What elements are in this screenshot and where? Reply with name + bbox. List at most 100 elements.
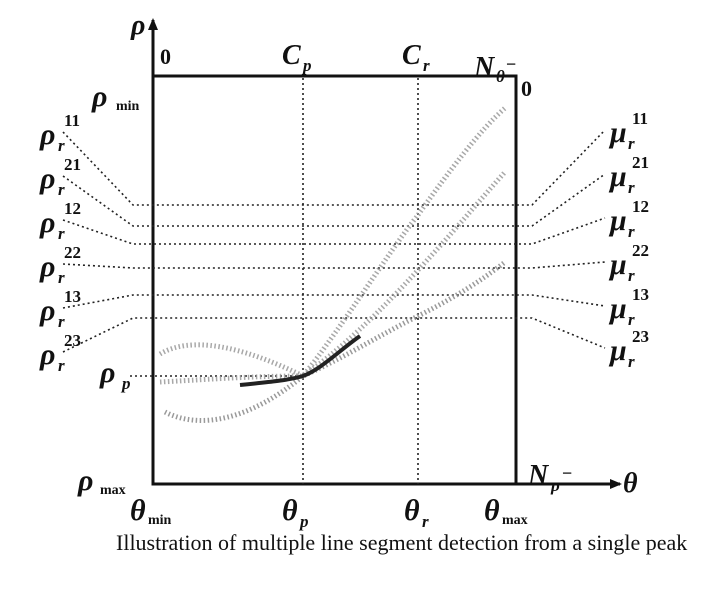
top-right-n-theta-label: N θ − <box>473 52 516 86</box>
theta-label-1-main: θ <box>130 494 146 527</box>
rho-r-label-1-main: ρ <box>39 118 55 151</box>
theta-label-3-main: θ <box>404 494 420 527</box>
accumulator-box <box>151 74 518 486</box>
rho-r-label-6: ρ 23 r <box>39 331 81 375</box>
mu-r-label-6-sub: r <box>628 352 635 371</box>
svg-text:N: N <box>527 460 550 491</box>
mu-r-label-3-sup: 12 <box>632 197 649 216</box>
guide-line-5 <box>62 294 606 309</box>
rho-r-label-4-sub: r <box>58 268 65 287</box>
rho-r-label-6-sup: 23 <box>64 331 81 350</box>
rho-min-label-sub: min <box>116 99 140 114</box>
sinusoid-curve-1 <box>158 106 507 380</box>
mu-r-label-5-sup: 13 <box>632 285 649 304</box>
rho-p-label-sub: p <box>120 374 131 393</box>
rho-min-label-main: ρ <box>91 80 107 113</box>
rho-r-label-3: ρ 12 r <box>39 199 81 243</box>
mu-r-label-5-main: μ <box>608 292 627 325</box>
theta-label-4-main: θ <box>484 494 500 527</box>
rho-mu-guides <box>62 129 606 353</box>
mu-r-label-1-sub: r <box>628 134 635 153</box>
rho-r-label-1: ρ 11 r <box>39 111 80 155</box>
rho-r-label-5: ρ 13 r <box>39 287 81 331</box>
svg-text:p: p <box>301 56 312 75</box>
sinusoid-core <box>239 334 362 387</box>
guide-line-2 <box>62 173 606 227</box>
mu-r-label-6-main: μ <box>608 334 627 367</box>
rho-r-label-2-main: ρ <box>39 162 55 195</box>
top-label-cr: C r <box>402 40 430 75</box>
rho-r-label-4-sup: 22 <box>64 243 81 262</box>
svg-text:r: r <box>423 56 430 75</box>
mu-r-label-6-sup: 23 <box>632 327 649 346</box>
guide-line-1 <box>62 129 606 206</box>
svg-text:C: C <box>402 40 421 71</box>
rho-r-label-1-sup: 11 <box>64 111 80 130</box>
theta-label-3-sub: r <box>422 512 429 531</box>
mu-r-label-1-main: μ <box>608 116 627 149</box>
mu-r-label-5: μ 13 r <box>608 285 649 329</box>
svg-text:N: N <box>473 52 496 83</box>
rho-r-label-6-sub: r <box>58 356 65 375</box>
mu-r-label-4-sub: r <box>628 266 635 285</box>
svg-text:−: − <box>562 463 572 483</box>
guide-line-3 <box>62 217 606 245</box>
theta-axis-label: θ <box>623 468 638 499</box>
mu-r-label-4-main: μ <box>608 248 627 281</box>
bottom-right-n-rho-label: N ρ − <box>527 460 572 495</box>
mu-r-label-6: μ 23 r <box>608 327 649 371</box>
rho-p-label-main: ρ <box>99 356 115 389</box>
mu-r-label-2: μ 21 r <box>608 153 649 197</box>
rho-max-label-sub: max <box>100 483 126 498</box>
sinusoid-curves <box>158 106 507 423</box>
mu-r-label-4-sup: 22 <box>632 241 649 260</box>
guide-line-4 <box>62 261 606 269</box>
rho-r-label-4-main: ρ <box>39 250 55 283</box>
rho-r-label-6-main: ρ <box>39 338 55 371</box>
sinusoid-curve-3 <box>163 260 507 423</box>
rho-r-label-3-sup: 12 <box>64 199 81 218</box>
mu-r-label-1: μ 11 r <box>608 109 648 153</box>
rho-r-label-2-sup: 21 <box>64 155 81 174</box>
rho-r-label-5-sub: r <box>58 312 65 331</box>
theta-label-1-sub: min <box>148 513 172 528</box>
rho-max-label: ρ max <box>77 464 126 498</box>
sinusoid-curve-2 <box>159 170 507 385</box>
rho-r-label-2-sub: r <box>58 180 65 199</box>
rho-r-label-5-sup: 13 <box>64 287 81 306</box>
theta-label-1: θ min <box>130 494 172 528</box>
svg-text:ρ: ρ <box>550 476 560 495</box>
rho-max-label-main: ρ <box>77 464 93 497</box>
top-label-cp: C p <box>282 40 312 75</box>
rho-axis-label: ρ <box>130 10 145 41</box>
rho-r-label-4: ρ 22 r <box>39 243 81 287</box>
mu-r-label-4: μ 22 r <box>608 241 649 285</box>
rho-r-label-3-sub: r <box>58 224 65 243</box>
bottom-theta-labels: θ min θ p θ r θ max <box>130 494 528 531</box>
mu-r-label-2-sup: 21 <box>632 153 649 172</box>
mu-r-label-2-sub: r <box>628 178 635 197</box>
mu-r-label-2-main: μ <box>608 160 627 193</box>
mu-r-label-3-main: μ <box>608 204 627 237</box>
svg-text:θ: θ <box>496 67 505 86</box>
theta-label-2-main: θ <box>282 494 298 527</box>
rho-r-label-1-sub: r <box>58 136 65 155</box>
top-left-zero: 0 <box>160 44 171 69</box>
figure-caption: Illustration of multiple line segment de… <box>116 530 688 555</box>
theta-label-2-sub: p <box>298 512 309 531</box>
mu-r-label-3-sub: r <box>628 222 635 241</box>
rho-r-label-5-main: ρ <box>39 294 55 327</box>
rho-r-label-3-main: ρ <box>39 206 55 239</box>
theta-label-4: θ max <box>484 494 528 528</box>
rho-r-label-2: ρ 21 r <box>39 155 81 199</box>
rho-min-label: ρ min <box>91 80 140 114</box>
mu-r-label-5-sub: r <box>628 310 635 329</box>
mu-r-label-1-sup: 11 <box>632 109 648 128</box>
mu-r-label-3: μ 12 r <box>608 197 649 241</box>
